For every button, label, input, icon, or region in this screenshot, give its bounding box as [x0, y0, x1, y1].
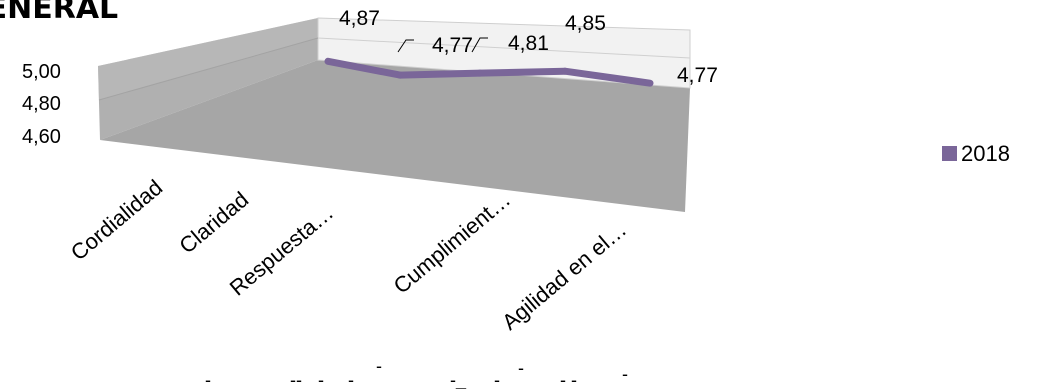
category-label: Claridad	[174, 187, 253, 259]
data-label: 4,87	[339, 7, 380, 30]
y-axis-ticks: 5,00 4,80 4,60	[22, 61, 61, 148]
footer-mark: --	[290, 370, 302, 389]
chart-side-wall-gradient	[98, 18, 318, 100]
chart-title: GENERAL	[0, 0, 118, 26]
legend-swatch	[942, 146, 957, 161]
data-point	[562, 68, 568, 75]
data-point	[477, 70, 483, 77]
footer-mark: -_	[450, 370, 467, 389]
legend-label: 2018	[961, 141, 1010, 166]
label-leader-line	[471, 37, 488, 53]
data-label-layer: 4,87 4,77 4,81 4,85 4,77	[339, 7, 718, 87]
footer-mark: -	[376, 356, 382, 376]
series-line-segment	[561, 67, 654, 87]
y-tick-label: 5,00	[22, 61, 61, 83]
category-label: Cumplimient…	[389, 187, 516, 299]
footer-mark: -	[622, 364, 628, 384]
category-label: Cordialidad	[66, 175, 167, 266]
back-wall-gridline	[317, 37, 691, 59]
footer-mark: -	[205, 370, 211, 389]
data-label: 4,77	[432, 34, 473, 57]
legend: 2018	[942, 141, 1010, 166]
series-layer	[324, 57, 654, 87]
data-label: 4,85	[565, 12, 606, 35]
footer-mark: -	[518, 358, 524, 378]
chart-floor	[100, 60, 690, 212]
footer-mark: -	[318, 370, 324, 389]
data-label: 4,77	[677, 64, 718, 87]
footer-mark: -	[348, 370, 354, 389]
series-line-segment	[476, 67, 569, 77]
data-point	[647, 80, 653, 87]
y-tick-label: 4,80	[22, 93, 61, 115]
data-point	[397, 72, 403, 79]
side-wall-gridline	[98, 37, 319, 101]
label-leader-line	[397, 39, 414, 53]
chart-back-wall	[317, 17, 691, 89]
footer-mark: - -	[560, 370, 577, 389]
data-label: 4,81	[508, 32, 549, 55]
y-tick-label: 4,60	[22, 126, 61, 148]
series-line-segment	[324, 57, 404, 79]
category-label: Agilidad en el…	[497, 217, 631, 335]
footer-mark: -	[494, 370, 500, 389]
data-point	[325, 58, 331, 65]
footer-marks: - -- - ---_ --- --	[205, 356, 628, 389]
series-line-segment	[396, 69, 484, 79]
